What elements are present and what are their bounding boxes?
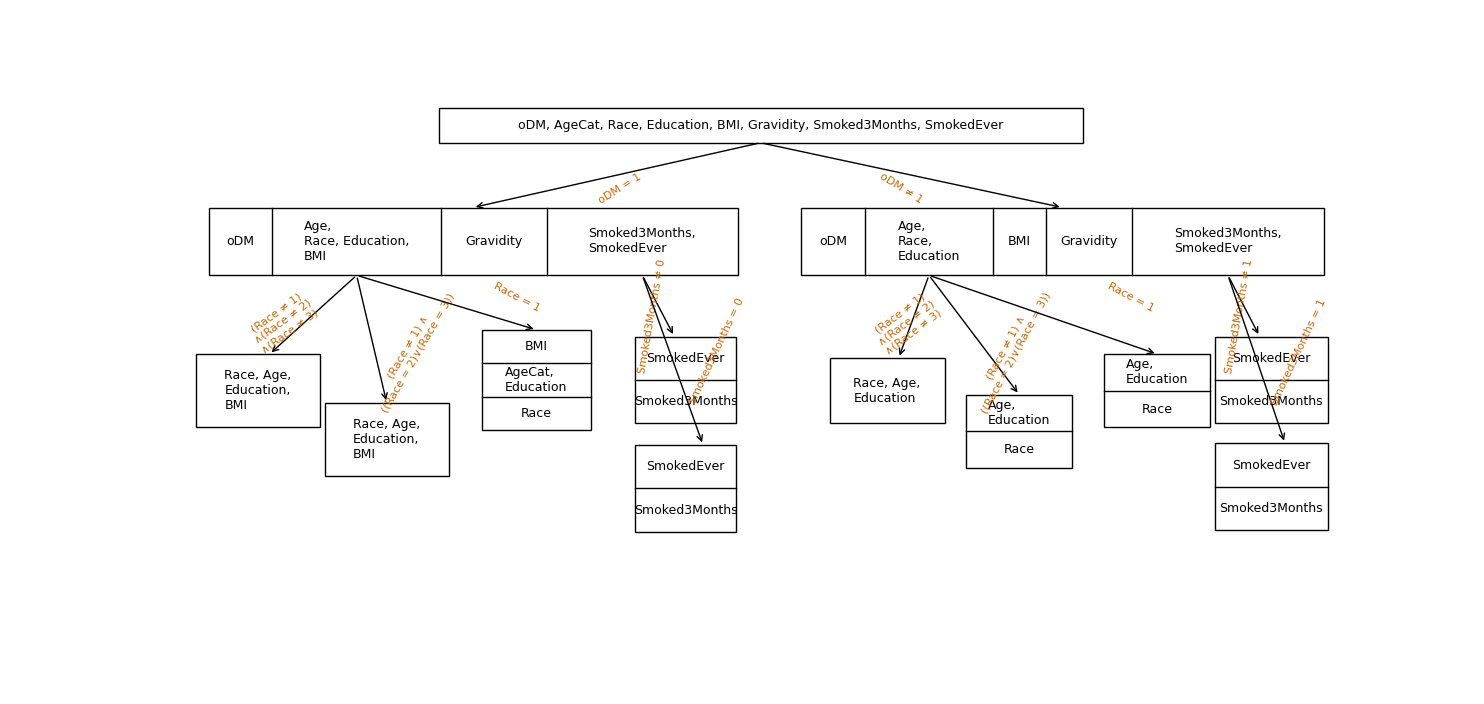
Text: (Race ≠ 1)
∧(Race ≠ 2)
∧(Race ≠ 3): (Race ≠ 1) ∧(Race ≠ 2) ∧(Race ≠ 3) <box>246 289 321 356</box>
Text: SmokedEver: SmokedEver <box>1232 352 1310 365</box>
Text: oDM, AgeCat, Race, Education, BMI, Gravidity, Smoked3Months, SmokedEver: oDM, AgeCat, Race, Education, BMI, Gravi… <box>518 119 1003 132</box>
Bar <box>635 337 736 423</box>
Text: Smoked3Months ≠ 1: Smoked3Months ≠ 1 <box>1224 258 1254 375</box>
Text: Race, Age,
Education,
BMI: Race, Age, Education, BMI <box>224 370 291 413</box>
Text: Gravidity: Gravidity <box>1061 235 1117 248</box>
Text: oDM: oDM <box>226 235 254 248</box>
Text: Race, Age,
Education: Race, Age, Education <box>853 377 920 405</box>
Text: Smoked3Months,
SmokedEver: Smoked3Months, SmokedEver <box>589 227 696 256</box>
Bar <box>439 108 1083 143</box>
Text: oDM = 1: oDM = 1 <box>597 172 644 206</box>
Text: Race = 1: Race = 1 <box>493 281 542 313</box>
Text: (Race ≠ 1) ∧
((Race = 2)∨(Race = 3)): (Race ≠ 1) ∧ ((Race = 2)∨(Race = 3)) <box>971 285 1052 415</box>
Text: BMI: BMI <box>1008 235 1031 248</box>
Bar <box>208 208 738 275</box>
Bar <box>1104 354 1211 427</box>
Text: oDM ≠ 1: oDM ≠ 1 <box>877 172 925 206</box>
Bar <box>1215 337 1328 423</box>
Text: Smoked3Months,
SmokedEver: Smoked3Months, SmokedEver <box>1174 227 1282 256</box>
Text: Age,
Race, Education,
BMI: Age, Race, Education, BMI <box>304 220 410 263</box>
Text: AgeCat,
Education: AgeCat, Education <box>505 366 567 394</box>
Text: Age,
Race,
Education: Age, Race, Education <box>898 220 960 263</box>
Text: Race = 1: Race = 1 <box>1106 281 1156 314</box>
Text: Race: Race <box>1141 403 1172 415</box>
Text: oDM: oDM <box>819 235 847 248</box>
Text: (Race ≠ 1)
∧(Race ≠ 2)
∧(Race ≠ 3): (Race ≠ 1) ∧(Race ≠ 2) ∧(Race ≠ 3) <box>870 289 944 357</box>
Text: Gravidity: Gravidity <box>466 235 522 248</box>
Text: Smoked3Months = 0: Smoked3Months = 0 <box>687 296 746 406</box>
Text: SmokedEver: SmokedEver <box>647 460 726 473</box>
Bar <box>801 208 1324 275</box>
Bar <box>635 445 736 532</box>
Text: Race: Race <box>1003 444 1034 456</box>
Text: Race: Race <box>521 407 552 420</box>
Text: Age,
Education: Age, Education <box>988 399 1051 427</box>
Text: SmokedEver: SmokedEver <box>647 352 726 365</box>
Text: (Race ≠ 1) ∧
((Race = 2)∨(Race = 3)): (Race ≠ 1) ∧ ((Race = 2)∨(Race = 3)) <box>370 286 457 415</box>
Text: SmokedEver: SmokedEver <box>1232 458 1310 472</box>
Text: BMI: BMI <box>525 340 548 353</box>
Text: Smoked3Months: Smoked3Months <box>634 503 738 517</box>
Text: Smoked3Months = 1: Smoked3Months = 1 <box>1270 298 1328 407</box>
Bar <box>482 329 591 430</box>
Bar <box>1215 444 1328 530</box>
Bar <box>966 395 1073 468</box>
Text: Smoked3Months: Smoked3Months <box>1220 502 1324 515</box>
Text: Smoked3Months: Smoked3Months <box>1220 395 1324 408</box>
Text: Race, Age,
Education,
BMI: Race, Age, Education, BMI <box>353 418 420 461</box>
Bar <box>830 358 945 423</box>
Bar <box>325 403 448 476</box>
Text: Age,
Education: Age, Education <box>1126 358 1189 386</box>
Bar <box>196 354 321 427</box>
Text: Smoked3Months ≠ 0: Smoked3Months ≠ 0 <box>638 258 668 375</box>
Text: Smoked3Months: Smoked3Months <box>634 395 738 408</box>
